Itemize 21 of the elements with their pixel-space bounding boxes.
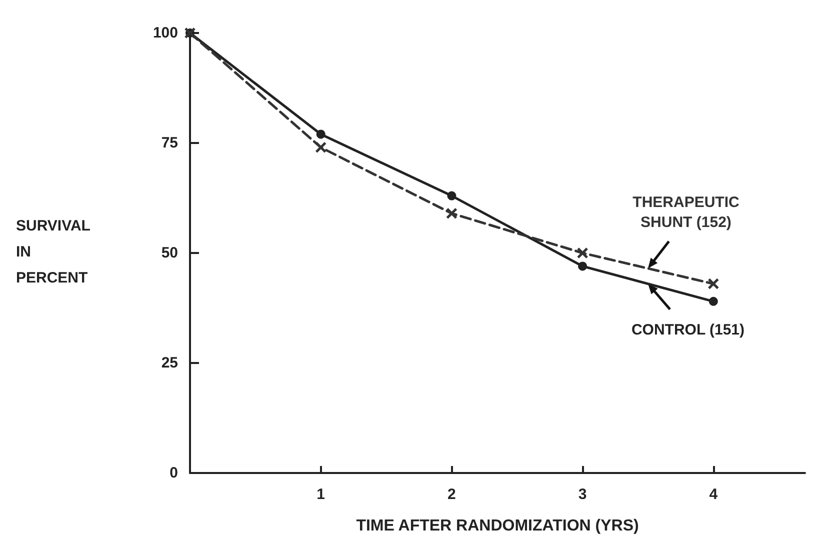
point	[708, 296, 718, 306]
point	[576, 247, 588, 259]
x-axis-title: TIME AFTER RANDOMIZATION (YRS)	[356, 518, 639, 534]
y-tick-label: 50	[161, 244, 178, 262]
y-axis-title: SURVIVAL IN PERCENT	[16, 218, 90, 286]
point	[315, 142, 327, 154]
x-tick-label: 4	[709, 486, 718, 503]
point	[446, 208, 458, 220]
x-tick-label: 1	[316, 486, 326, 503]
point	[447, 191, 456, 200]
text: CONTROL (151)	[631, 321, 745, 338]
point	[578, 262, 588, 271]
y-tick-label: 75	[161, 134, 178, 152]
point	[316, 130, 326, 139]
x-tick-label: 2	[448, 486, 456, 503]
text: THERAPEUTIC SHUNT (152)	[632, 194, 740, 231]
point	[708, 278, 720, 290]
y-tick-label: 25	[161, 354, 178, 372]
x-tick-label: 3	[578, 486, 587, 503]
y-tick-label: 100	[152, 24, 178, 42]
y-tick-label: 0	[170, 464, 178, 482]
